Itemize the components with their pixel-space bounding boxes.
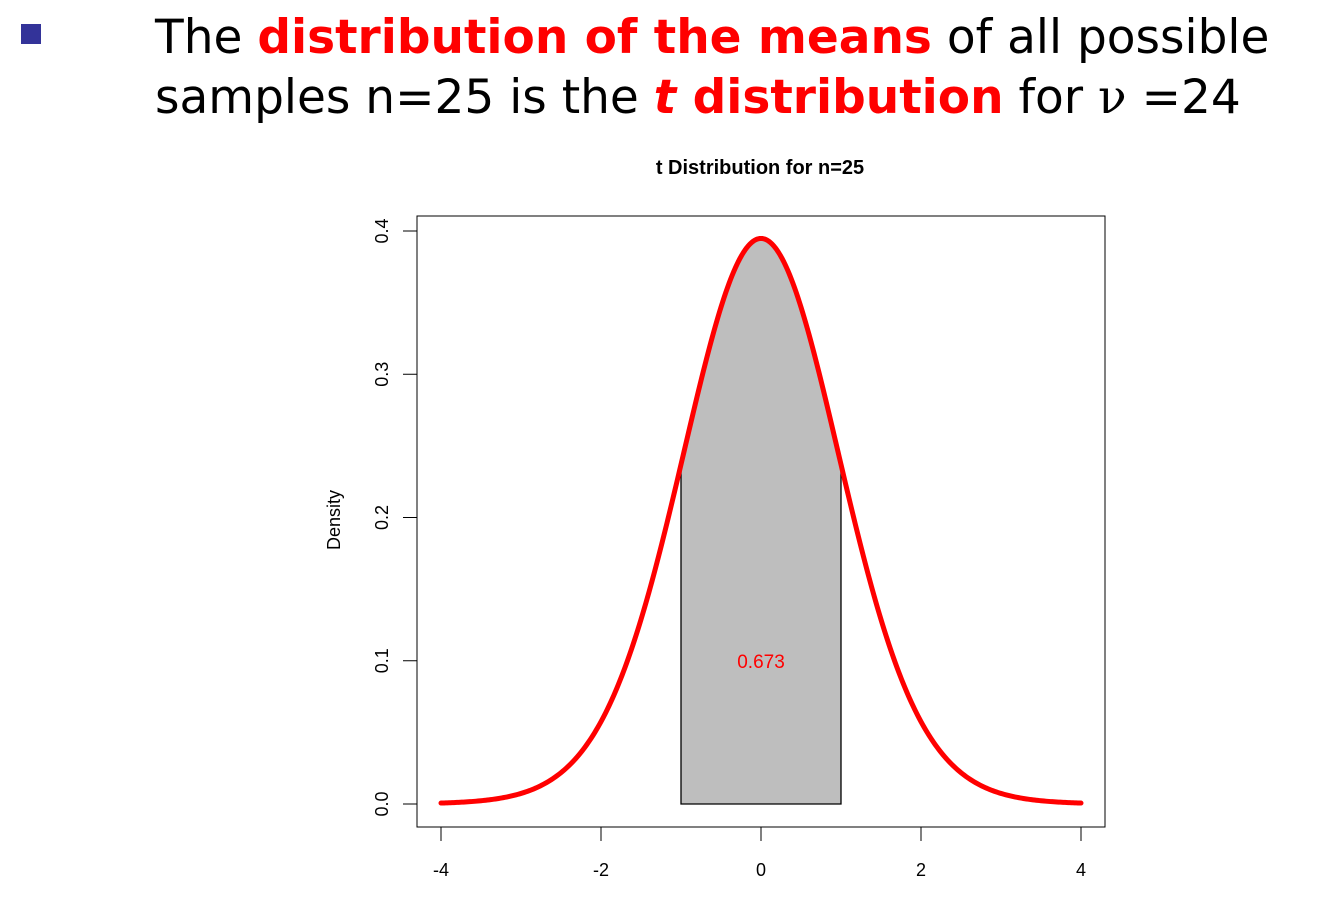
x-tick-label: -4	[433, 860, 449, 880]
y-tick-label: 0.0	[372, 791, 392, 816]
y-tick-label: 0.3	[372, 362, 392, 387]
heading-highlight-italic: t	[653, 70, 677, 125]
y-tick-label: 0.2	[372, 505, 392, 530]
y-tick-label: 0.4	[372, 218, 392, 243]
heading-text: The	[155, 10, 258, 65]
heading-line-2: samples n=25 is the t distribution for ν…	[155, 68, 1330, 128]
heading-text: samples n=25 is the	[155, 70, 654, 125]
x-axis: -4 -2 0 2 4	[433, 826, 1086, 880]
shaded-area	[680, 237, 842, 805]
y-axis-label: Density	[324, 490, 344, 550]
x-tick-label: 4	[1076, 860, 1086, 880]
heading-text: for	[1003, 70, 1099, 125]
x-tick-label: 0	[756, 860, 766, 880]
heading-highlight: distribution	[676, 70, 1004, 125]
shaded-area-annotation: 0.673	[737, 652, 785, 673]
heading-text: =24	[1126, 70, 1241, 125]
y-axis: 0.0 0.1 0.2 0.3 0.4	[372, 218, 418, 817]
heading-highlight: distribution of the means	[257, 10, 932, 65]
chart-title: t Distribution for n=25	[656, 157, 864, 179]
x-tick-label: 2	[916, 860, 926, 880]
slide-heading: The distribution of the means of all pos…	[155, 8, 1330, 128]
density-curve	[438, 235, 1084, 806]
heading-line-1: The distribution of the means of all pos…	[155, 8, 1330, 68]
shaded-area-group	[680, 237, 842, 805]
bullet-square-icon	[21, 24, 41, 44]
heading-text: of all possible	[931, 10, 1270, 65]
heading-nu-symbol: ν	[1098, 70, 1127, 125]
x-tick-label: -2	[593, 860, 609, 880]
y-tick-label: 0.1	[372, 648, 392, 673]
density-curve-group	[438, 235, 1084, 806]
